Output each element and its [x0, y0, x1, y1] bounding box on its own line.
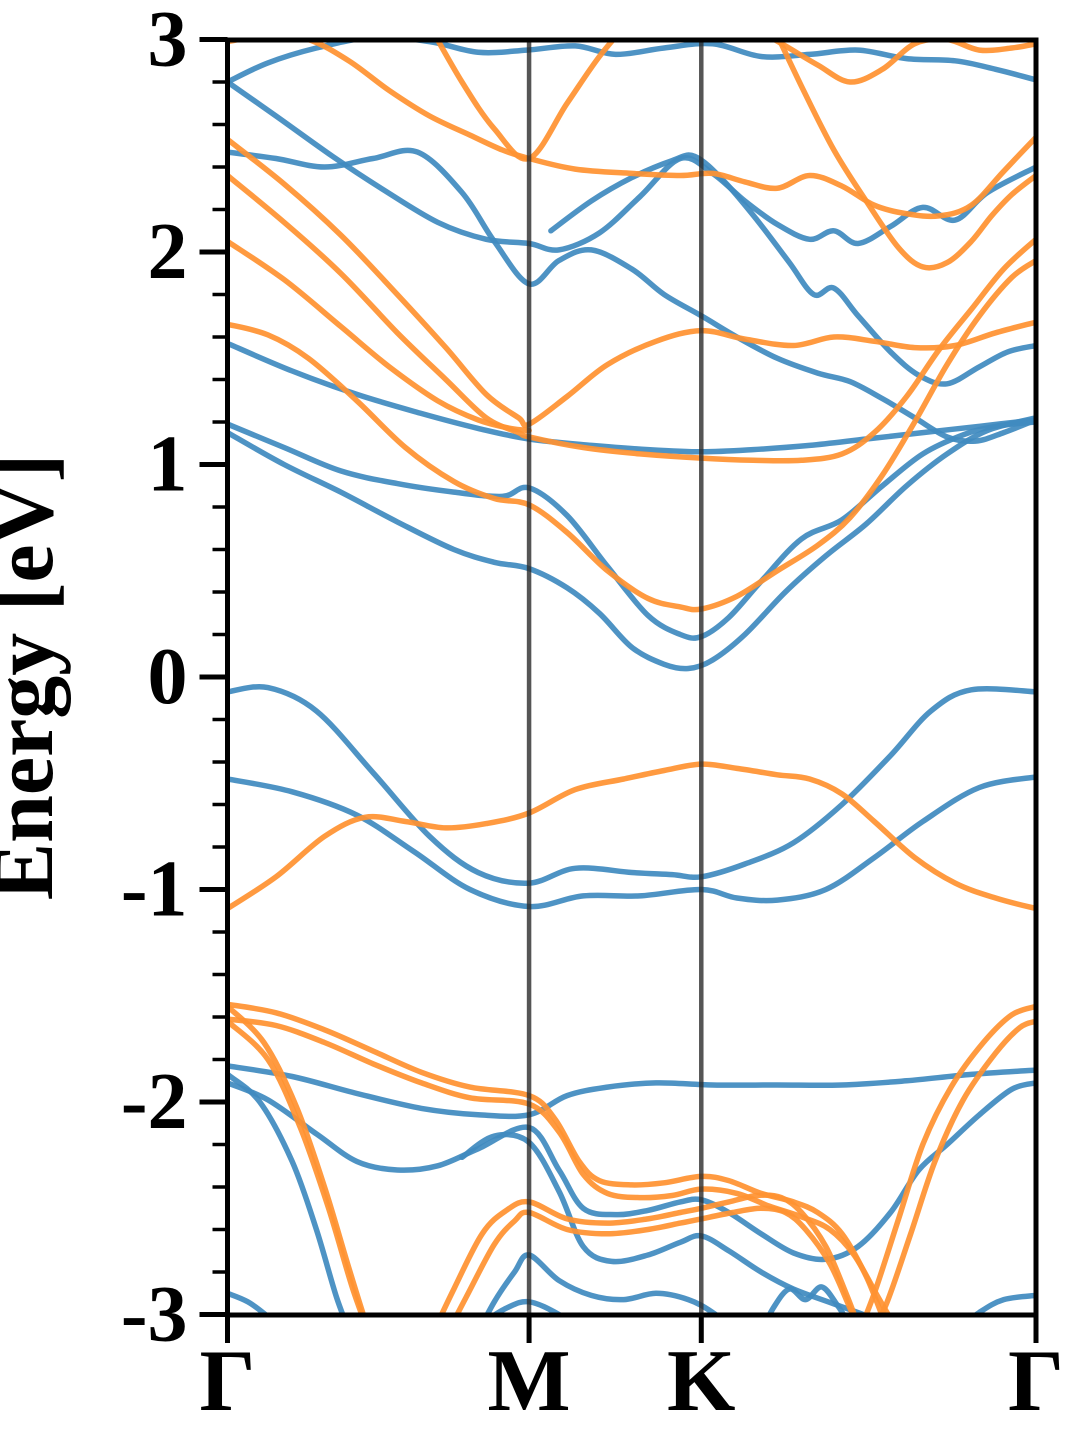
band-curve-blue-b11	[227, 1080, 1036, 1263]
band-curve-blue-b2	[227, 774, 1036, 910]
y-axis-label: Energy [eV]	[0, 454, 71, 901]
band-curve-orange-o3	[227, 136, 1036, 429]
band-curve-blue-b6	[227, 40, 1036, 85]
x-tick-label-M: M	[488, 1333, 571, 1430]
band-curve-orange-o7	[776, 40, 1036, 271]
band-curve-orange-o12	[227, 1003, 367, 1315]
band-curve-orange-o16	[438, 1192, 858, 1315]
band-curve-orange-o15	[878, 1018, 1036, 1315]
band-curve-orange-o10	[227, 1001, 885, 1315]
x-tick-label-K: K	[667, 1333, 735, 1430]
band-curve-blue-b4	[227, 415, 1036, 672]
band-curve-orange-o13	[227, 1018, 365, 1315]
band-curve-blue-b10	[227, 1063, 1036, 1120]
band-curve-orange-o6	[227, 257, 1036, 613]
band-curve-orange-o4	[227, 172, 1036, 464]
band-curve-orange-o9	[227, 761, 1036, 912]
y-tick-label: -1	[121, 846, 188, 934]
band-curve-orange-o11	[227, 1016, 892, 1315]
y-tick-label: 1	[148, 421, 188, 509]
y-tick-label: 3	[148, 0, 188, 84]
band-curve-orange-o14	[863, 1003, 1036, 1315]
band-curve-orange-o1	[227, 40, 1036, 220]
band-curve-blue-b17	[766, 1284, 848, 1315]
y-tick-label: 0	[148, 633, 188, 721]
band-curve-blue-b15	[227, 1290, 271, 1315]
band-curve-blue-b12	[227, 1071, 346, 1315]
plot-frame	[225, 37, 1039, 1318]
band-curve-blue-b16	[971, 1292, 1036, 1315]
band-curve-blue-b8	[227, 147, 1036, 445]
band-curve-blue-b13	[459, 1131, 873, 1315]
band-curve-orange-o17	[453, 1205, 857, 1315]
x-tick-label-Γ: Γ	[200, 1333, 256, 1430]
y-tick-label: 2	[148, 208, 188, 296]
band-curve-blue-b1	[227, 684, 1036, 886]
band-curve-blue-b3	[227, 419, 1036, 641]
band-curve-blue-b5	[227, 340, 1036, 455]
band-curve-orange-o8	[769, 40, 1036, 85]
y-tick-label: -3	[121, 1271, 188, 1359]
y-tick-label: -2	[121, 1058, 188, 1146]
x-tick-label-Γ: Γ	[1008, 1333, 1064, 1430]
band-curve-orange-o5	[227, 238, 532, 434]
band-curve-blue-b9	[548, 152, 1036, 387]
band-curve-blue-b14	[483, 1252, 721, 1315]
